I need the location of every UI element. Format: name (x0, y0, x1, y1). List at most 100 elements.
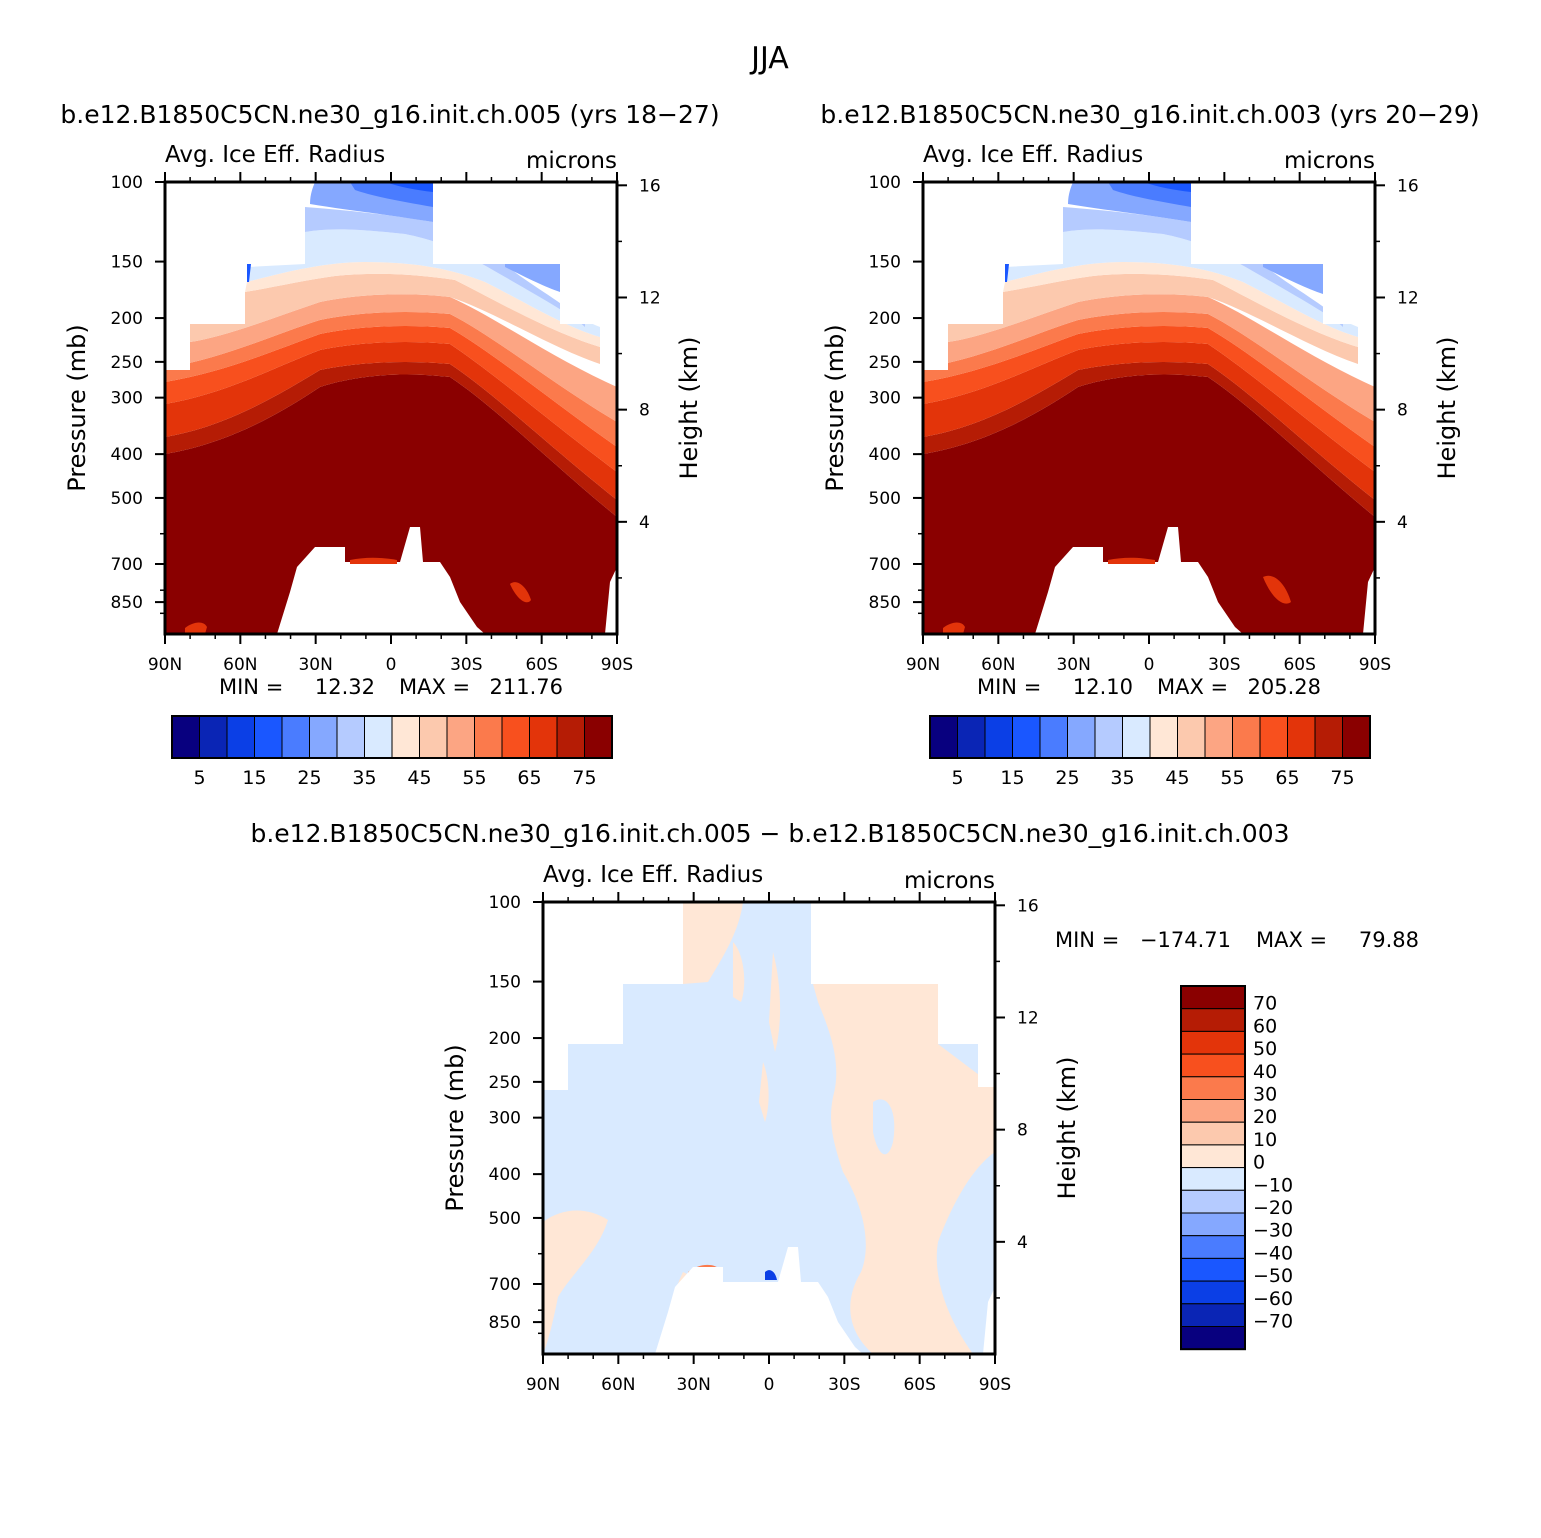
diff-colorbar-box-0 (1180, 985, 1246, 1010)
y-tick-label-7: 700 (869, 555, 901, 575)
panel-003-min-label: MIN = (977, 675, 1041, 699)
y-tick-label-6: 500 (489, 1209, 521, 1229)
y-tick-label-1: 150 (869, 253, 901, 273)
x-tick-label-5: 60S (1283, 655, 1315, 675)
diff-colorbar-label-8: −10 (1253, 1174, 1293, 1196)
y2-tick-label-2: 8 (639, 401, 650, 421)
colorbar-box-13 (529, 715, 558, 759)
y-tick-label-2: 200 (869, 309, 901, 329)
x-tick-label-0: 90N (148, 655, 182, 675)
panel-diff-patch-surface-blue (765, 1270, 777, 1280)
colorbar-box-14 (1314, 715, 1343, 759)
diff-colorbar-box-2 (1180, 1030, 1246, 1055)
diff-colorbar-box-3 (1180, 1053, 1246, 1078)
colorbar-box-3 (1012, 715, 1041, 759)
panel-diff-blank-surface (655, 1247, 995, 1354)
colorbar-box-9 (419, 715, 448, 759)
panel-005-layer-b5cbff (305, 207, 585, 327)
y2-tick-label-2: 8 (1017, 1121, 1028, 1141)
panel-005-colorbar: 5 15 25 35 45 55 65 75 (171, 715, 613, 789)
panel-003-ticks-top (922, 172, 1376, 182)
panel-003-layer-b5cbff (1063, 207, 1343, 327)
panel-005-layer-fcc9ae (190, 273, 600, 364)
colorbar-frame (171, 715, 613, 759)
panel-005-layer-fb7a4c (165, 312, 617, 447)
panel-005-y2label: Height (km) (675, 337, 703, 480)
x-tick-label-6: 90S (601, 655, 633, 675)
colorbar-box-15 (584, 715, 613, 759)
x-tick-label-4: 30S (828, 1375, 860, 1395)
diff-colorbar-box-12 (1180, 1257, 1246, 1282)
colorbar-box-10 (446, 715, 475, 759)
panel-003-ticks-right: 16 12 8 4 (1375, 176, 1419, 579)
diff-colorbar-label-13: −60 (1253, 1288, 1293, 1310)
diff-colorbar-box-4 (1180, 1076, 1246, 1101)
y-tick-label-8: 850 (111, 593, 143, 613)
panel-003-layer-85a8ff (1068, 182, 1323, 294)
colorbar-box-11 (1232, 715, 1261, 759)
panel-003-ticks-bottom: 90N 60N 30N 0 30S 60S 90S (906, 634, 1391, 675)
y2-tick-label-3: 4 (1397, 513, 1408, 533)
x-tick-label-3: 0 (764, 1375, 775, 1395)
y2-tick-label-2: 8 (1397, 401, 1408, 421)
panel-005-layer-b51c05 (165, 362, 617, 517)
colorbar-box-9 (1177, 715, 1206, 759)
panel-005-ticks-bottom: 90N 60N 30N 0 30S 60S 90S (148, 634, 633, 675)
x-tick-label-1: 60N (601, 1375, 635, 1395)
panel-005-min-label: MIN = (219, 675, 283, 699)
colorbar-label-4: 45 (407, 767, 431, 789)
y2-tick-label-3: 4 (1017, 1233, 1028, 1253)
y-tick-label-6: 500 (869, 489, 901, 509)
panel-diff-patch-north-lower (543, 1210, 608, 1354)
panel-005-layer-e3340a (165, 342, 617, 500)
colorbar-label-7: 75 (572, 767, 596, 789)
y-tick-label-2: 200 (111, 309, 143, 329)
panel-diff-min-value: −174.71 (1140, 928, 1231, 952)
panel-diff-patch-streaks (733, 942, 781, 1122)
panel-005-plot-area (165, 182, 617, 634)
colorbar-box-8 (1149, 715, 1178, 759)
colorbar-label-4: 45 (1165, 767, 1189, 789)
panel-005-min-value: 12.32 (315, 675, 375, 699)
colorbar-box-6 (1094, 715, 1123, 759)
panel-005-layer-f8501e (165, 326, 617, 472)
colorbar-box-1 (199, 715, 228, 759)
colorbar-box-2 (226, 715, 255, 759)
x-tick-label-2: 30N (1056, 655, 1090, 675)
diff-colorbar-label-7: 0 (1253, 1152, 1265, 1174)
panel-diff-plot-area (543, 902, 995, 1354)
x-tick-label-0: 90N (526, 1375, 560, 1395)
colorbar-box-7 (1122, 715, 1151, 759)
diff-colorbar-label-9: −20 (1253, 1197, 1293, 1219)
panel-003-layer-fb7a4c (923, 312, 1375, 447)
panel-005-patch-blob (510, 582, 531, 603)
panel-005-max-label: MAX = (399, 675, 470, 699)
x-tick-label-5: 60S (525, 655, 557, 675)
diff-colorbar-label-6: 10 (1253, 1129, 1277, 1151)
run-title-diff: b.e12.B1850C5CN.ne30_g16.init.ch.005 − b… (250, 819, 1289, 848)
panel-diff-max-label: MAX = (1256, 928, 1327, 952)
panel-005-layer-fca583 (165, 294, 617, 422)
panel-005-patch-top (350, 557, 397, 564)
colorbar-label-3: 35 (1110, 767, 1134, 789)
colorbar-label-5: 55 (462, 767, 486, 789)
y-tick-label-3: 250 (869, 353, 901, 373)
panel-005-layer-85a8ff (310, 182, 560, 292)
colorbar-label-2: 25 (1055, 767, 1079, 789)
y-tick-label-1: 150 (111, 253, 143, 273)
colorbar-label-6: 65 (1275, 767, 1299, 789)
diff-colorbar-label-1: 60 (1253, 1015, 1277, 1037)
diff-colorbar-box-6 (1180, 1121, 1246, 1146)
panel-005-ylabel: Pressure (mb) (63, 324, 91, 491)
y-tick-label-3: 250 (489, 1073, 521, 1093)
y2-tick-label-1: 12 (1397, 288, 1419, 308)
panel-005-ticks-left: 100 150 200 250 300 400 500 700 850 (111, 173, 165, 615)
y2-tick-label-1: 12 (1017, 1008, 1039, 1028)
panel-003-ylabel: Pressure (mb) (821, 324, 849, 491)
diff-colorbar-box-10 (1180, 1212, 1246, 1237)
colorbar-box-14 (556, 715, 585, 759)
panel-005-blank-upper (165, 182, 617, 370)
panel-diff-title: Avg. Ice Eff. Radius (543, 862, 763, 888)
